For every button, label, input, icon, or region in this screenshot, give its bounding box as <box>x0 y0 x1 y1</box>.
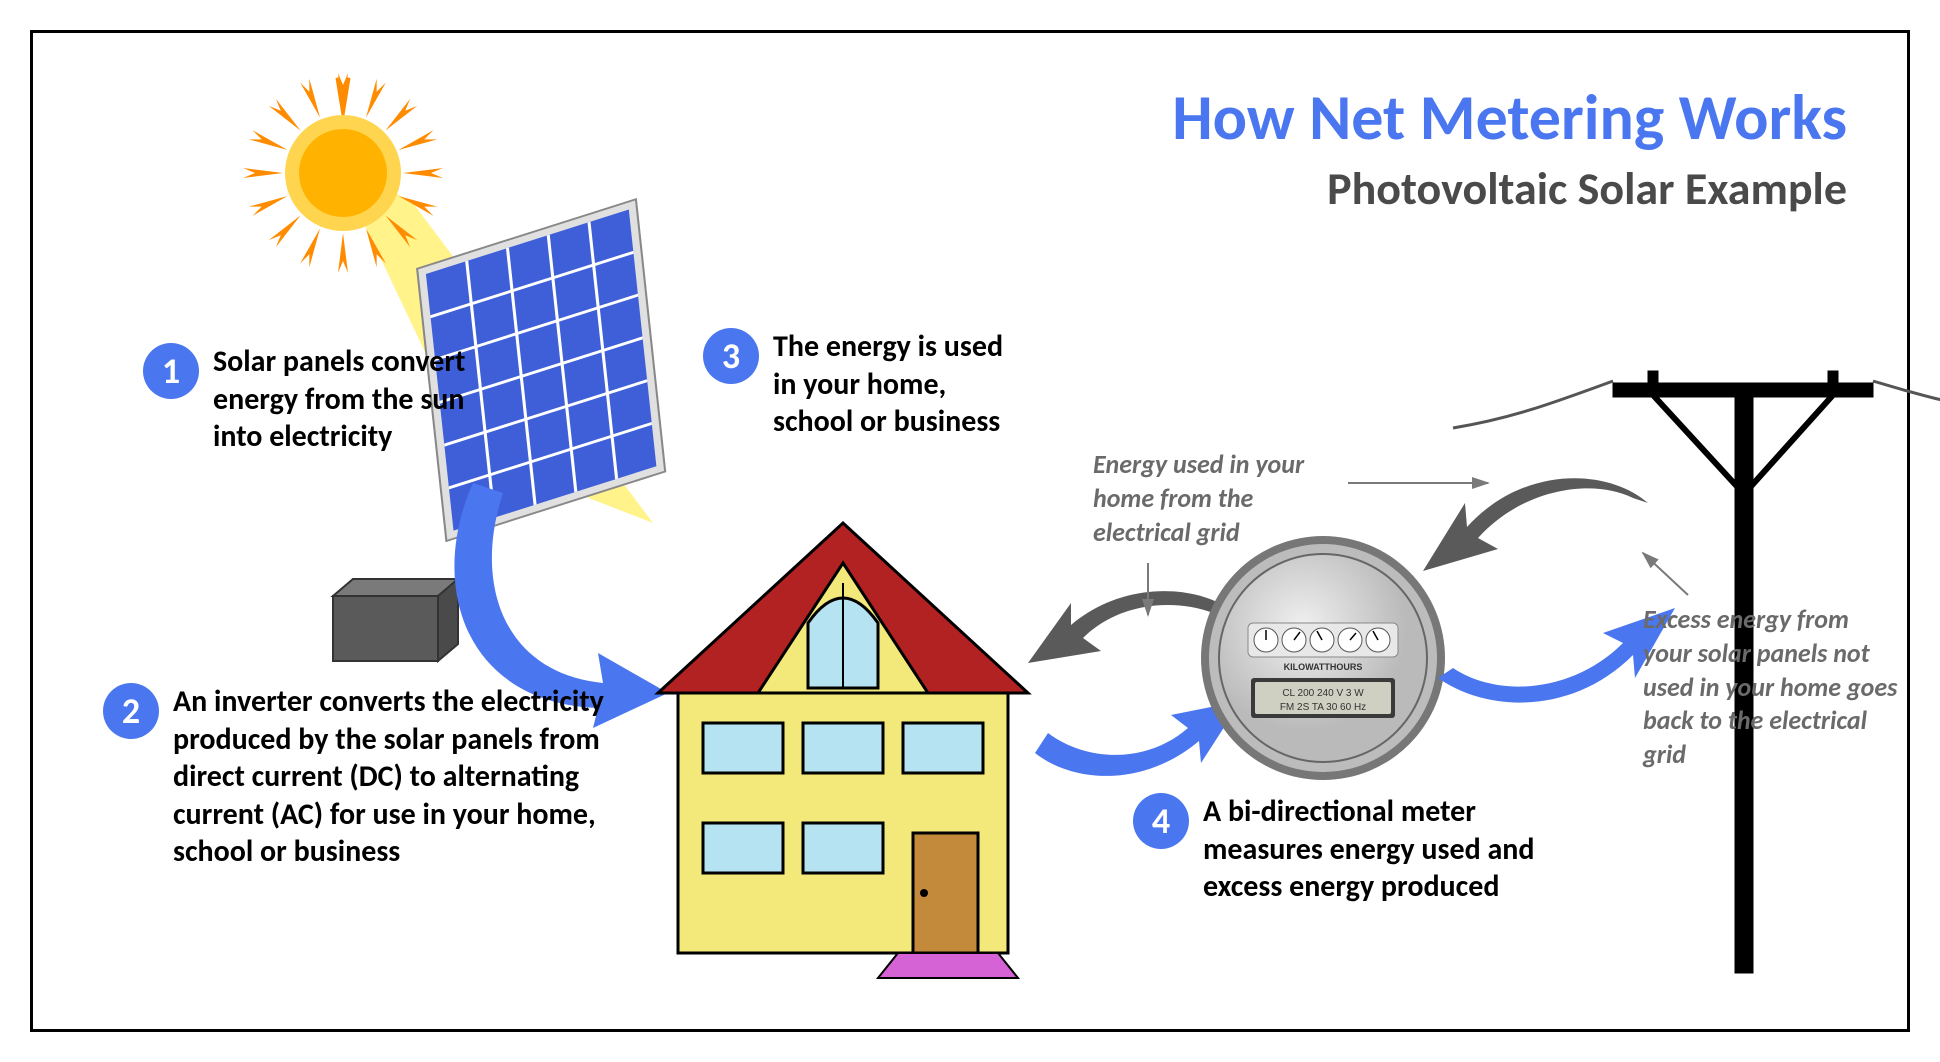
annotation-grid-to-home: Energy used in your home from the electr… <box>1093 448 1353 549</box>
step-2-badge: 2 <box>103 683 159 739</box>
step-3-badge: 3 <box>703 328 759 384</box>
step-4-text: A bi-directional meter measures energy u… <box>1203 793 1543 906</box>
step-1-badge: 1 <box>143 343 199 399</box>
step-1-text: Solar panels convert energy from the sun… <box>213 343 513 456</box>
annotation-excess-to-grid: Excess energy from your solar panels not… <box>1643 603 1903 772</box>
step-3-text: The energy is used in your home, school … <box>773 328 1033 441</box>
diagram-frame: How Net Metering Works Photovoltaic Sola… <box>30 30 1910 1032</box>
step-4-badge: 4 <box>1133 793 1189 849</box>
step-2-text: An inverter converts the electricity pro… <box>173 683 613 871</box>
